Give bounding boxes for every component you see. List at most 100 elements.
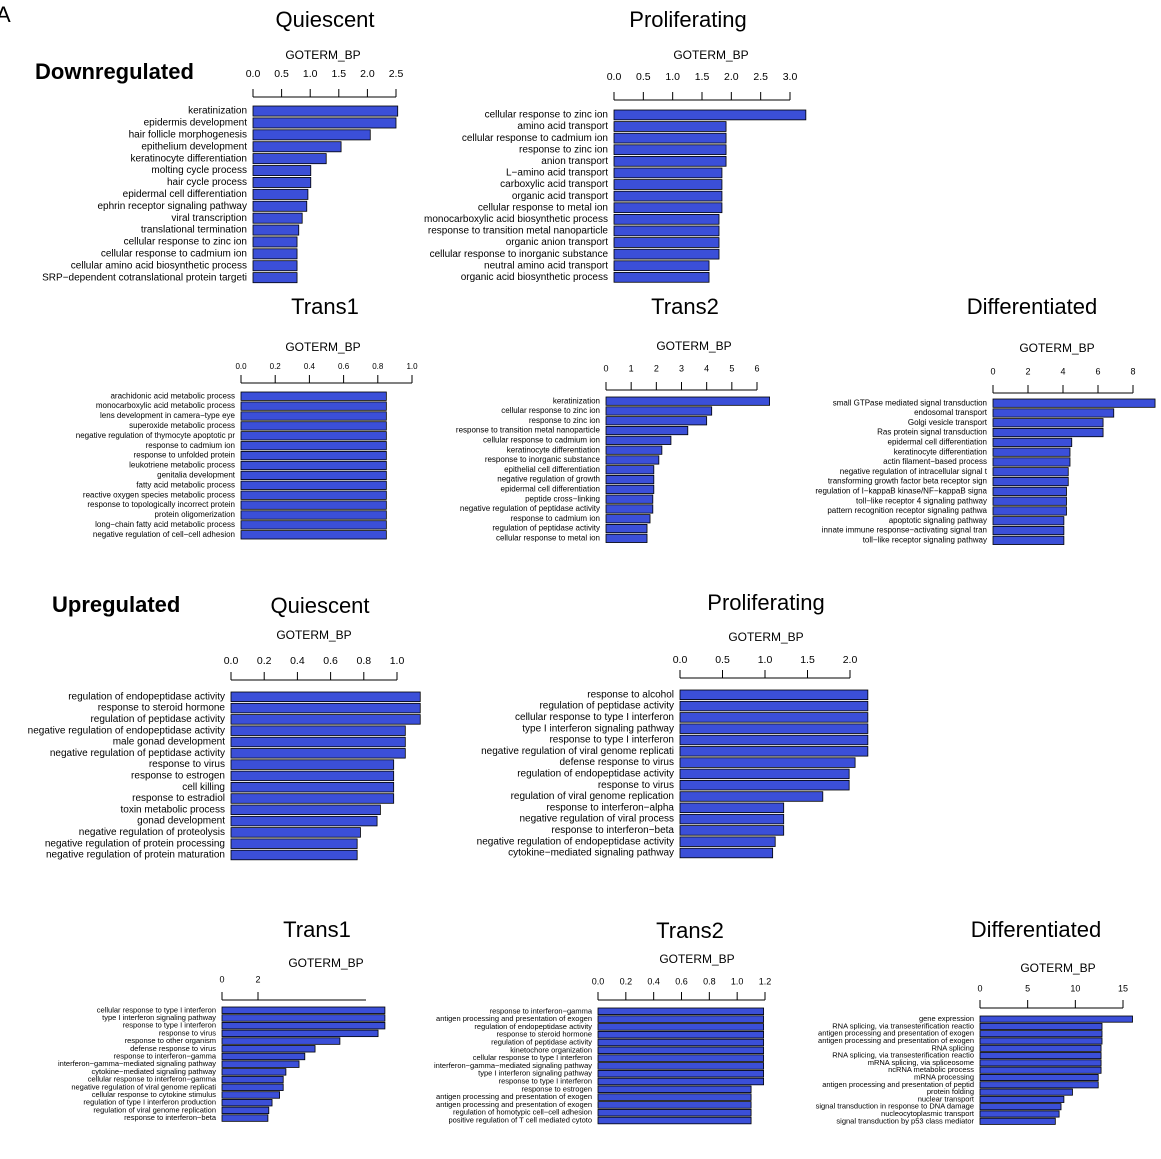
chart-subtitle: GOTERM_BP [659,952,734,966]
x-tick-label: 2 [1025,366,1030,376]
category-label: peptide cross−linking [525,494,600,503]
bar [679,768,850,780]
category-label: antigen processing and presentation of p… [822,1080,974,1089]
bar [605,445,663,455]
bar [979,1117,1056,1125]
chart-subtitle: GOTERM_BP [673,48,748,62]
row-label: Upregulated [52,592,180,617]
category-label: RNA splicing, via transesterification re… [832,1021,974,1030]
bar [613,121,727,132]
category-label: negative regulation of growth [497,475,600,484]
bar [240,450,387,461]
bar [613,190,723,202]
x-tick-label: 0.5 [636,71,651,83]
bar [597,1093,752,1101]
bar [240,431,387,441]
bar [992,496,1067,506]
bar [240,510,387,520]
x-tick-label: 0 [977,983,982,993]
category-label: interferon−gamma−mediated signaling path… [434,1061,592,1070]
x-tick-label: 1 [629,363,634,373]
bar [597,1062,765,1070]
x-tick-label: 0 [219,974,224,984]
category-label: cellular response to metal ion [478,202,608,213]
x-tick-label: 0.8 [372,362,384,371]
bar [679,757,856,768]
category-label: actin filament−based process [883,457,987,466]
category-label: regulation of endopeptidase activity [517,769,674,780]
bar [230,714,421,725]
x-tick-label: 1.0 [303,68,318,80]
bar [252,117,397,129]
bar [230,702,421,714]
bar [597,1101,752,1109]
category-label: pattern recognition receptor signaling p… [827,506,987,515]
bar [221,1114,269,1122]
category-label: SRP−dependent cotranslational protein ta… [42,272,247,283]
bar [613,132,727,144]
bar [230,759,395,770]
x-tick-label: 4 [1060,366,1065,376]
bar [613,271,710,283]
bar [992,398,1156,408]
category-label: hair cycle process [167,177,247,188]
bar [679,836,776,847]
bar [221,1060,300,1068]
bar [679,723,869,734]
bar [240,391,387,401]
category-label: organic acid biosynthetic process [461,272,608,283]
bar [979,1052,1102,1060]
bar [230,804,381,816]
category-label: genitalia development [157,471,236,480]
category-label: cellular response to type I interferon [473,1053,592,1062]
category-label: toxin metabolic process [121,804,226,815]
bar [679,802,785,814]
category-label: epidermal cell differentiation [123,189,247,200]
category-label: gonad development [137,816,225,827]
category-label: regulation of peptidase activity [539,701,674,712]
bar [240,401,387,411]
category-label: mRNA processing [914,1072,974,1081]
bar [679,689,869,701]
bar [613,213,720,225]
bar [979,1015,1133,1023]
chart-title: Differentiated [971,917,1101,942]
category-label: cellular response to cadmium ion [483,435,600,444]
bar [240,470,387,481]
bar [679,746,869,757]
bar [979,1095,1065,1103]
bar [613,167,723,179]
category-label: regulation of endopeptidase activity [68,691,225,702]
category-label: cellular response to type I interferon [515,712,674,723]
x-tick-label: 5 [729,363,734,373]
category-label: mRNA splicing, via spliceosome [868,1058,974,1067]
category-label: negative regulation of proteolysis [79,827,225,838]
category-label: cell killing [182,782,225,793]
bar [240,421,387,431]
bar [221,1106,270,1115]
chart-title: Trans2 [656,918,724,943]
category-label: nuclear transport [918,1094,975,1103]
category-label: response to cadmium ion [511,514,600,523]
category-label: response to other organism [125,1036,216,1045]
bar [605,504,654,514]
bar [252,236,298,248]
category-label: male gonad development [113,737,226,748]
bar [597,1031,765,1039]
bar [221,1052,306,1061]
chart-subtitle: GOTERM_BP [1020,961,1095,975]
category-label: antigen processing and presentation of e… [436,1100,592,1109]
x-tick-label: 0.6 [675,976,688,986]
category-label: type I interferon signaling pathway [478,1069,592,1078]
bar [992,506,1067,516]
category-label: response to estradiol [132,793,225,804]
category-label: leukotriene metabolic process [129,461,235,470]
bar [605,455,660,465]
bar [230,782,395,793]
bar [597,1023,765,1031]
bar [605,514,651,524]
category-label: cellular response to cadmium ion [101,248,247,259]
category-label: ephrin receptor signaling pathway [97,201,247,212]
bar [605,533,648,543]
bar [252,200,308,212]
